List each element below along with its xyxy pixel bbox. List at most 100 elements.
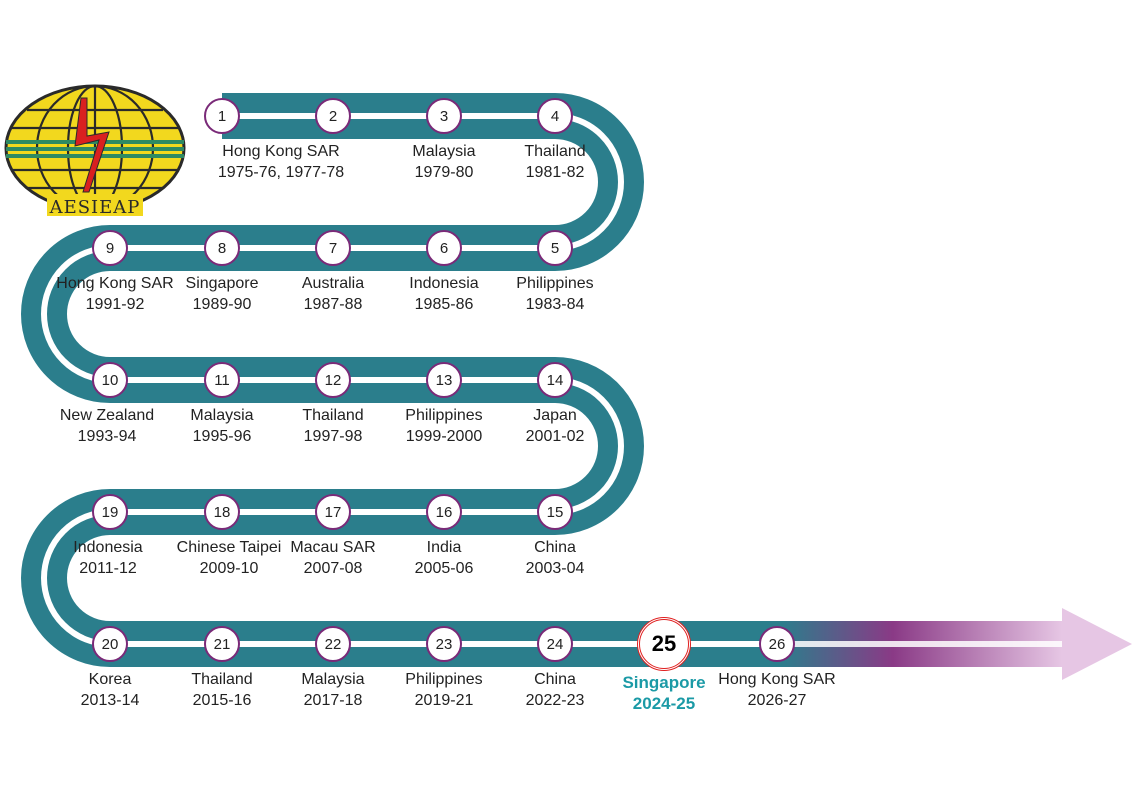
stop-country: Indonesia (73, 539, 143, 556)
stop-marker-6: 6 (426, 230, 462, 266)
stop-marker-13: 13 (426, 362, 462, 398)
stop-label-16: India 2005-06 (369, 537, 519, 579)
stop-country: Philippines (405, 671, 483, 688)
stop-years: 1981-82 (525, 164, 585, 181)
stop-years: 1975-76, 1977-78 (217, 164, 345, 181)
stop-country: China (534, 539, 576, 556)
stop-country: Hong Kong SAR (56, 275, 174, 292)
stop-country: China (534, 671, 576, 688)
stop-country: Thailand (302, 407, 364, 424)
stop-years: 1993-94 (77, 428, 137, 445)
stop-label-14: Japan 2001-02 (480, 405, 630, 447)
stop-country: Philippines (516, 275, 594, 292)
stop-marker-1: 1 (204, 98, 240, 134)
stop-country: Singapore (622, 673, 706, 692)
stop-marker-17: 17 (315, 494, 351, 530)
stop-years: 2022-23 (525, 692, 585, 709)
stop-country: Malaysia (412, 143, 476, 160)
stop-country: Thailand (191, 671, 253, 688)
stop-label-8: Singapore 1989-90 (147, 273, 297, 315)
stop-country: Japan (533, 407, 577, 424)
stop-years: 2019-21 (414, 692, 474, 709)
stop-years: 2024-25 (632, 694, 696, 713)
stop-marker-11: 11 (204, 362, 240, 398)
stop-years: 2015-16 (192, 692, 252, 709)
stop-years: 2026-27 (747, 692, 807, 709)
stop-label-24: China 2022-23 (480, 669, 630, 711)
stop-years: 1985-86 (414, 296, 474, 313)
stop-years: 1979-80 (414, 164, 474, 181)
stop-label-11: Malaysia 1995-96 (147, 405, 297, 447)
stop-label-12: Thailand 1997-98 (258, 405, 408, 447)
stop-country: India (426, 539, 462, 556)
stop-label-23: Philippines 2019-21 (369, 669, 519, 711)
stop-label-15: China 2003-04 (480, 537, 630, 579)
future-arrow-lane (780, 641, 1062, 647)
stop-years: 2003-04 (525, 560, 585, 577)
stop-country: Philippines (405, 407, 483, 424)
stop-country: Malaysia (190, 407, 254, 424)
stop-years: 1983-84 (525, 296, 585, 313)
stop-marker-21: 21 (204, 626, 240, 662)
stop-country: Hong Kong SAR (718, 671, 836, 688)
stop-label-19: Indonesia 2011-12 (33, 537, 183, 579)
stop-marker-16: 16 (426, 494, 462, 530)
stop-label-6: Indonesia 1985-86 (369, 273, 519, 315)
stop-marker-9: 9 (92, 230, 128, 266)
stop-label-7: Australia 1987-88 (258, 273, 408, 315)
stop-country: Korea (88, 671, 132, 688)
stop-country: New Zealand (59, 407, 155, 424)
stop-marker-25: 25 (637, 617, 691, 671)
stop-label-9: Hong Kong SAR 1991-92 (40, 273, 190, 315)
stop-marker-26: 26 (759, 626, 795, 662)
stop-country: Indonesia (409, 275, 479, 292)
logo-text: AESIEAP (49, 197, 141, 218)
stop-label-26: Hong Kong SAR 2026-27 (702, 669, 852, 711)
stop-marker-14: 14 (537, 362, 573, 398)
stop-label-1: Hong Kong SAR 1975-76, 1977-78 (206, 141, 356, 183)
stop-marker-7: 7 (315, 230, 351, 266)
stop-marker-24: 24 (537, 626, 573, 662)
stop-label-22: Malaysia 2017-18 (258, 669, 408, 711)
stop-marker-19: 19 (92, 494, 128, 530)
stop-marker-5: 5 (537, 230, 573, 266)
stop-years: 1987-88 (303, 296, 363, 313)
stop-years: 2013-14 (80, 692, 140, 709)
stop-marker-15: 15 (537, 494, 573, 530)
stop-label-10: New Zealand 1993-94 (32, 405, 182, 447)
stop-years: 1991-92 (85, 296, 145, 313)
stop-marker-2: 2 (315, 98, 351, 134)
stop-years: 2011-12 (79, 560, 137, 577)
stop-country: Thailand (524, 143, 586, 160)
stop-label-20: Korea 2013-14 (35, 669, 185, 711)
stop-label-17: Macau SAR 2007-08 (258, 537, 408, 579)
stop-years: 2005-06 (414, 560, 474, 577)
stop-years: 1995-96 (192, 428, 252, 445)
logo-lightning-bolt (74, 97, 110, 193)
stop-country: Chinese Taipei (176, 539, 282, 556)
stop-marker-23: 23 (426, 626, 462, 662)
stop-years: 1999-2000 (405, 428, 483, 445)
stop-years: 2007-08 (303, 560, 363, 577)
stop-country: Macau SAR (290, 539, 376, 556)
stop-years: 2009-10 (199, 560, 259, 577)
stop-marker-8: 8 (204, 230, 240, 266)
stop-label-3: Malaysia 1979-80 (369, 141, 519, 183)
stop-label-25: Singapore 2024-25 (589, 672, 739, 714)
stop-years: 1997-98 (303, 428, 363, 445)
stop-years: 2017-18 (303, 692, 363, 709)
stop-label-4: Thailand 1981-82 (480, 141, 630, 183)
stop-marker-12: 12 (315, 362, 351, 398)
aesieap-logo: AESIEAP (4, 84, 186, 218)
logo-text-backing (47, 194, 143, 216)
stop-country: Australia (301, 275, 365, 292)
stop-marker-20: 20 (92, 626, 128, 662)
stop-label-5: Philippines 1983-84 (480, 273, 630, 315)
stop-marker-4: 4 (537, 98, 573, 134)
stop-marker-10: 10 (92, 362, 128, 398)
stop-label-21: Thailand 2015-16 (147, 669, 297, 711)
stop-country: Malaysia (301, 671, 365, 688)
stop-label-13: Philippines 1999-2000 (369, 405, 519, 447)
stop-label-18: Chinese Taipei 2009-10 (154, 537, 304, 579)
